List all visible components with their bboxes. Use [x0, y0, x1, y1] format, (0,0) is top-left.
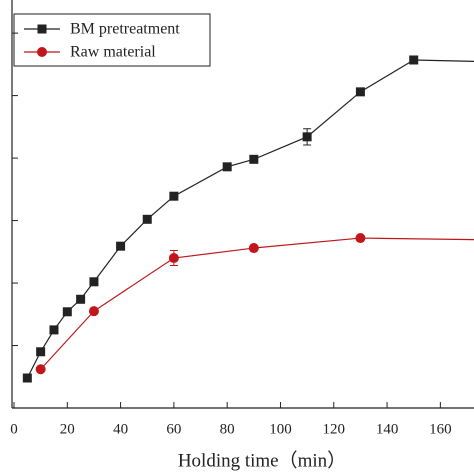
x-tick-label: 120: [323, 421, 346, 437]
legend-label: Raw material: [70, 44, 156, 61]
marker: [142, 214, 152, 224]
x-tick-label: 0: [10, 421, 18, 437]
x-tick-label: 100: [269, 421, 292, 437]
x-axis-label: Holding time（min）: [178, 449, 346, 471]
x-tick-label: 60: [166, 421, 181, 437]
marker: [116, 241, 126, 251]
series-line: [40, 237, 474, 370]
marker: [409, 55, 419, 65]
marker: [302, 132, 312, 142]
marker: [222, 162, 232, 172]
marker: [355, 87, 365, 97]
marker: [62, 307, 72, 317]
series-line: [26, 59, 474, 379]
legend-label: BM pretreatment: [70, 21, 180, 38]
marker: [76, 294, 86, 304]
marker: [89, 277, 99, 287]
x-tick-label: 20: [60, 421, 75, 437]
marker: [169, 191, 179, 201]
legend-marker: [37, 24, 47, 34]
x-tick-label: 140: [376, 421, 399, 437]
legend-marker: [37, 47, 47, 57]
marker: [36, 347, 46, 357]
marker: [168, 253, 179, 264]
x-tick-label: 40: [113, 421, 128, 437]
marker: [249, 154, 259, 164]
marker: [22, 373, 32, 383]
x-tick-label: 80: [220, 421, 235, 437]
marker: [35, 364, 46, 375]
legend: [13, 13, 211, 67]
plot-area: [22, 55, 474, 383]
x-tick-label: 160: [429, 421, 452, 437]
marker: [248, 243, 259, 254]
marker: [49, 325, 59, 335]
marker: [88, 306, 99, 317]
marker: [355, 233, 366, 244]
